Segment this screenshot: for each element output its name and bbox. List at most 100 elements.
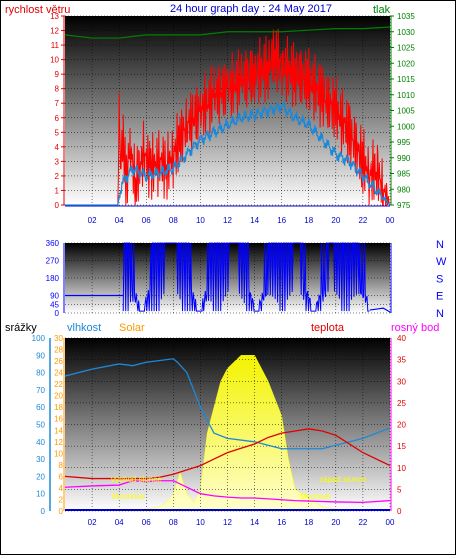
wind-x-tick-label: 16 xyxy=(277,216,286,225)
direction-tail-line xyxy=(369,307,391,313)
wind-average-line xyxy=(65,101,391,206)
wind-x-tick-label: 08 xyxy=(169,216,178,225)
pressure-y-tick-label: 995 xyxy=(397,138,411,147)
pressure-y-ticks: 975 980 985 990 995 1000 1005 1010 1015 1020 1025 1… xyxy=(390,12,415,210)
dew-point-line xyxy=(64,480,391,504)
chart-title: 24 hour graph day : 24 May 2017 xyxy=(170,3,332,15)
wind-x-tick-label: 10 xyxy=(196,216,205,225)
direction-y-tick-label: 90 xyxy=(50,292,59,301)
wind-x-tick-label: 12 xyxy=(223,216,232,225)
bottom-x-tick-label: 12 xyxy=(223,518,232,527)
wind-y-tick-label: 1 xyxy=(55,186,60,195)
moonrise-label: Moonrise xyxy=(112,492,145,501)
humidity-y-tick-label: 12 xyxy=(54,438,63,447)
temp-y-tick-label: 30 xyxy=(397,377,406,386)
pressure-y-tick-label: 1015 xyxy=(397,75,415,84)
wind-y-tick-label: 6 xyxy=(55,114,60,123)
humidity-y-tick-label: 26 xyxy=(54,357,63,366)
humidity-axis-label: vlhkost xyxy=(67,322,101,334)
wind-y-tick-label: 10 xyxy=(50,56,59,65)
rain-y-tick-label: 30 xyxy=(36,455,45,464)
pressure-y-tick-label: 980 xyxy=(397,185,411,194)
pressure-y-tick-label: 1030 xyxy=(397,28,415,37)
wind-x-tick-label: 14 xyxy=(250,216,259,225)
pressure-y-tick-label: 990 xyxy=(397,154,411,163)
wind-y-tick-label: 11 xyxy=(51,41,60,50)
wind-x-tick-label: 18 xyxy=(304,216,313,225)
wind-axis-label: rychlost větru xyxy=(5,4,70,16)
humidity-y-tick-label: 16 xyxy=(54,415,63,424)
temp-y-tick-label: 15 xyxy=(397,442,406,451)
rain-y-tick-label: 10 xyxy=(36,490,45,499)
pressure-y-tick-label: 1020 xyxy=(397,59,415,68)
bottom-x-tick-label: 08 xyxy=(169,518,178,527)
rain-y-tick-label: 60 xyxy=(36,403,45,412)
humidity-line xyxy=(64,358,391,450)
bottom-x-tick-label: 16 xyxy=(277,518,286,527)
bottom-x-tick-label: 00 xyxy=(386,518,395,527)
rain-y-tick-label: 0 xyxy=(41,507,46,516)
bottom-x-tick-label: 18 xyxy=(304,518,313,527)
rain-y-tick-label: 40 xyxy=(36,438,45,447)
direction-y-tick-label: 270 xyxy=(46,257,60,266)
temp-humidity-series xyxy=(64,358,391,511)
rain-y-tick-label: 80 xyxy=(36,369,45,378)
humidity-y-tick-label: 2 xyxy=(59,495,64,504)
wind-x-tick-label: 00 xyxy=(386,216,395,225)
humidity-y-tick-label: 24 xyxy=(54,369,63,378)
wind-y-tick-label: 7 xyxy=(55,99,60,108)
humidity-y-tick-label: 20 xyxy=(54,392,63,401)
wind-x-tick-label: 22 xyxy=(358,216,367,225)
bottom-x-tick-label: 22 xyxy=(358,518,367,527)
temp-axis-label: teplota xyxy=(311,322,345,334)
temperature-line xyxy=(64,428,391,480)
rain-y-tick-label: 90 xyxy=(36,351,45,360)
wind-y-tick-label: 5 xyxy=(55,128,60,137)
bottom-x-tick-label: 02 xyxy=(88,518,97,527)
bottom-x-tick-label: 04 xyxy=(115,518,124,527)
wind-y-tick-label: 3 xyxy=(55,157,60,166)
sunrise-label: východ slunce xyxy=(111,475,162,484)
solar-axis-label: Solar xyxy=(119,322,145,334)
humidity-y-tick-label: 28 xyxy=(54,346,63,355)
bottom-x-ticks: 02 04 06 08 10 12 14 16 18 20 22 00 xyxy=(88,518,395,527)
humidity-y-tick-label: 30 xyxy=(54,334,63,343)
wind-y-tick-label: 4 xyxy=(55,143,60,152)
rain-y-tick-label: 100 xyxy=(32,334,46,343)
pressure-y-tick-label: 1035 xyxy=(397,12,415,21)
direction-y-tick-label: 0 xyxy=(55,309,60,318)
compass-letter: W xyxy=(436,256,447,268)
wind-x-tick-label: 06 xyxy=(142,216,151,225)
wind-y-tick-label: 12 xyxy=(50,27,59,36)
moonset-label: Moonset xyxy=(300,492,331,501)
wind-y-tick-label: 0 xyxy=(55,201,60,210)
humidity-y-tick-label: 14 xyxy=(54,426,63,435)
bottom-x-tick-label: 14 xyxy=(250,518,259,527)
pressure-axis-label: tlak xyxy=(373,4,391,16)
wind-y-tick-label: 9 xyxy=(55,70,60,79)
temp-y-ticks: 0 5 10 15 20 25 30 35 40 xyxy=(390,334,406,516)
temp-y-tick-label: 5 xyxy=(397,485,402,494)
humidity-y-tick-label: 18 xyxy=(54,403,63,412)
humidity-y-tick-label: 0 xyxy=(59,507,64,516)
humidity-y-tick-label: 10 xyxy=(54,449,63,458)
wind-x-tick-label: 02 xyxy=(88,216,97,225)
compass-letter: N xyxy=(436,239,444,251)
wind-y-tick-label: 13 xyxy=(50,12,59,21)
humidity-y-tick-label: 6 xyxy=(59,472,64,481)
wind-y-tick-label: 8 xyxy=(55,85,60,94)
pressure-y-tick-label: 1005 xyxy=(397,107,415,116)
humidity-y-tick-label: 22 xyxy=(54,380,63,389)
humidity-y-tick-label: 4 xyxy=(59,484,64,493)
wind-gust-line xyxy=(65,28,391,206)
bottom-x-tick-label: 10 xyxy=(196,518,205,527)
wind-pressure-series xyxy=(64,26,391,206)
direction-y-tick-label: 180 xyxy=(46,274,60,283)
pressure-y-tick-label: 985 xyxy=(397,170,411,179)
wind-x-tick-label: 20 xyxy=(331,216,340,225)
